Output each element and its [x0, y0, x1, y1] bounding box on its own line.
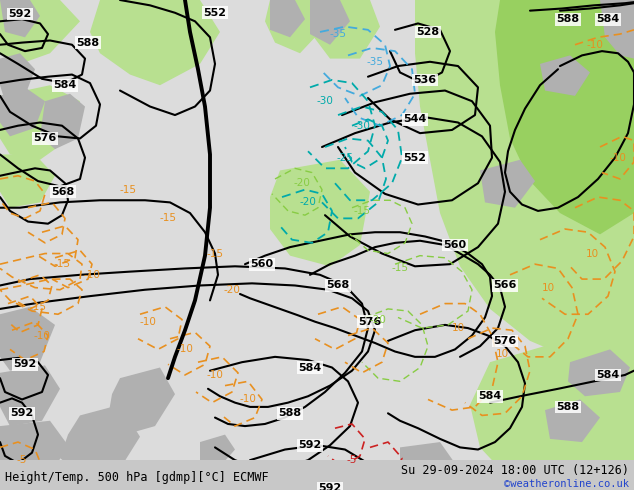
Text: 566: 566 — [493, 280, 517, 291]
Text: 552: 552 — [403, 153, 427, 163]
Text: 576: 576 — [358, 317, 382, 327]
Polygon shape — [265, 0, 320, 53]
Text: -35: -35 — [330, 29, 347, 39]
Text: 592: 592 — [10, 408, 34, 418]
Text: -30: -30 — [354, 121, 370, 131]
Polygon shape — [0, 87, 45, 136]
Text: -15: -15 — [207, 248, 224, 259]
Polygon shape — [270, 160, 370, 266]
Text: -15: -15 — [160, 213, 176, 223]
Polygon shape — [310, 0, 380, 59]
Text: -35: -35 — [366, 57, 384, 67]
Text: 584: 584 — [597, 14, 619, 24]
Text: 568: 568 — [51, 187, 75, 197]
Text: -15: -15 — [53, 259, 70, 269]
Polygon shape — [310, 0, 350, 45]
Polygon shape — [0, 0, 40, 37]
Text: 10: 10 — [541, 283, 555, 293]
Text: 592: 592 — [8, 9, 32, 19]
Polygon shape — [270, 0, 305, 37]
Text: 576: 576 — [34, 133, 56, 144]
Text: 584: 584 — [299, 363, 321, 372]
Polygon shape — [568, 349, 630, 396]
Polygon shape — [480, 160, 535, 208]
Text: 592: 592 — [299, 440, 321, 450]
Text: 528: 528 — [417, 27, 439, 37]
Text: 576: 576 — [493, 336, 517, 346]
Text: -10: -10 — [586, 40, 604, 50]
Text: -20: -20 — [294, 178, 311, 188]
Text: 592: 592 — [318, 483, 342, 490]
Text: -10: -10 — [176, 344, 193, 354]
Polygon shape — [40, 94, 85, 149]
Polygon shape — [0, 53, 35, 101]
Text: 560: 560 — [443, 240, 467, 250]
Text: Height/Temp. 500 hPa [gdmp][°C] ECMWF: Height/Temp. 500 hPa [gdmp][°C] ECMWF — [5, 471, 269, 484]
Text: 568: 568 — [327, 280, 349, 291]
Text: -15: -15 — [30, 302, 46, 312]
Polygon shape — [60, 405, 140, 474]
Text: 588: 588 — [557, 402, 579, 412]
Text: -15: -15 — [354, 206, 370, 216]
Text: -15: -15 — [119, 185, 136, 195]
Text: -10: -10 — [240, 394, 256, 404]
Polygon shape — [545, 399, 600, 442]
Text: -20: -20 — [370, 315, 387, 324]
Text: 588: 588 — [557, 14, 579, 24]
Polygon shape — [108, 368, 175, 435]
Polygon shape — [600, 0, 634, 59]
Polygon shape — [200, 435, 235, 466]
Polygon shape — [470, 319, 634, 490]
Text: -15: -15 — [392, 264, 408, 273]
Text: -10: -10 — [34, 331, 51, 341]
Text: 544: 544 — [403, 114, 427, 124]
Text: -10: -10 — [609, 153, 626, 163]
Text: 592: 592 — [13, 359, 37, 369]
Text: -10: -10 — [84, 270, 100, 280]
Polygon shape — [400, 0, 634, 362]
Bar — [0, 460, 634, 490]
Text: 10: 10 — [585, 248, 598, 259]
Text: Su 29-09-2024 18:00 UTC (12+126): Su 29-09-2024 18:00 UTC (12+126) — [401, 465, 629, 477]
Text: -10: -10 — [207, 370, 223, 380]
Text: 536: 536 — [413, 75, 437, 85]
Text: 584: 584 — [479, 391, 501, 401]
Polygon shape — [0, 85, 80, 160]
Text: -5: -5 — [17, 455, 27, 465]
Text: -30: -30 — [316, 96, 333, 106]
Text: 584: 584 — [597, 370, 619, 380]
Text: -20: -20 — [224, 285, 240, 295]
Polygon shape — [495, 0, 634, 234]
Text: -5: -5 — [347, 455, 357, 465]
Text: -25: -25 — [337, 153, 354, 163]
Polygon shape — [400, 442, 455, 488]
Text: 588: 588 — [278, 408, 302, 418]
Text: 10: 10 — [451, 323, 465, 333]
Text: 584: 584 — [53, 80, 77, 90]
Polygon shape — [90, 0, 220, 85]
Text: ©weatheronline.co.uk: ©weatheronline.co.uk — [504, 479, 629, 489]
Polygon shape — [540, 55, 590, 96]
Text: -20: -20 — [299, 197, 316, 207]
Text: -10: -10 — [139, 317, 157, 327]
Text: 10: 10 — [495, 349, 508, 359]
Text: 560: 560 — [250, 259, 273, 269]
Text: 588: 588 — [77, 38, 100, 48]
Polygon shape — [0, 307, 55, 371]
Polygon shape — [0, 0, 80, 64]
Text: 552: 552 — [204, 8, 226, 18]
Polygon shape — [0, 421, 68, 485]
Polygon shape — [0, 366, 60, 426]
Polygon shape — [0, 154, 55, 208]
